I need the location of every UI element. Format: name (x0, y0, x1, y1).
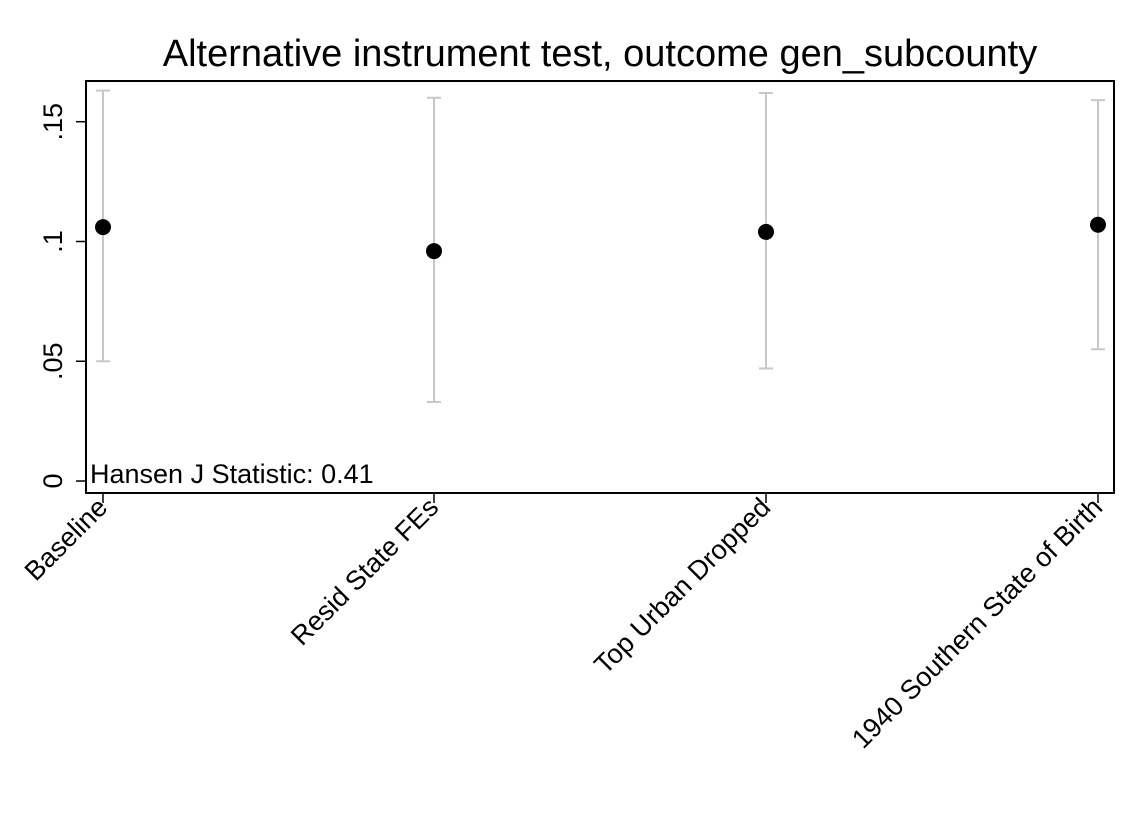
x-tick-label: Top Urban Dropped (588, 492, 776, 680)
chart-title: Alternative instrument test, outcome gen… (163, 33, 1037, 75)
plot-frame (85, 80, 1115, 494)
y-tick-label: .05 (38, 342, 68, 380)
estimate-point (1090, 216, 1106, 233)
estimate-point (95, 219, 111, 236)
chart-marks: 0 .05 .1 .15 Baseline Resid State FEs Top Urba… (19, 89, 1108, 754)
estimate-point (758, 223, 774, 240)
y-tick-label: 0 (38, 474, 68, 489)
estimate-point (426, 243, 442, 260)
x-tick-label: Baseline (19, 492, 113, 586)
y-tick-label: .15 (38, 103, 68, 141)
x-tick-label: 1940 Southern State of Birth (846, 492, 1108, 754)
hansen-j-annotation: Hansen J Statistic: 0.41 (90, 459, 374, 489)
y-tick-label: .1 (38, 230, 68, 253)
x-tick-label: Resid State FEs (285, 492, 444, 651)
